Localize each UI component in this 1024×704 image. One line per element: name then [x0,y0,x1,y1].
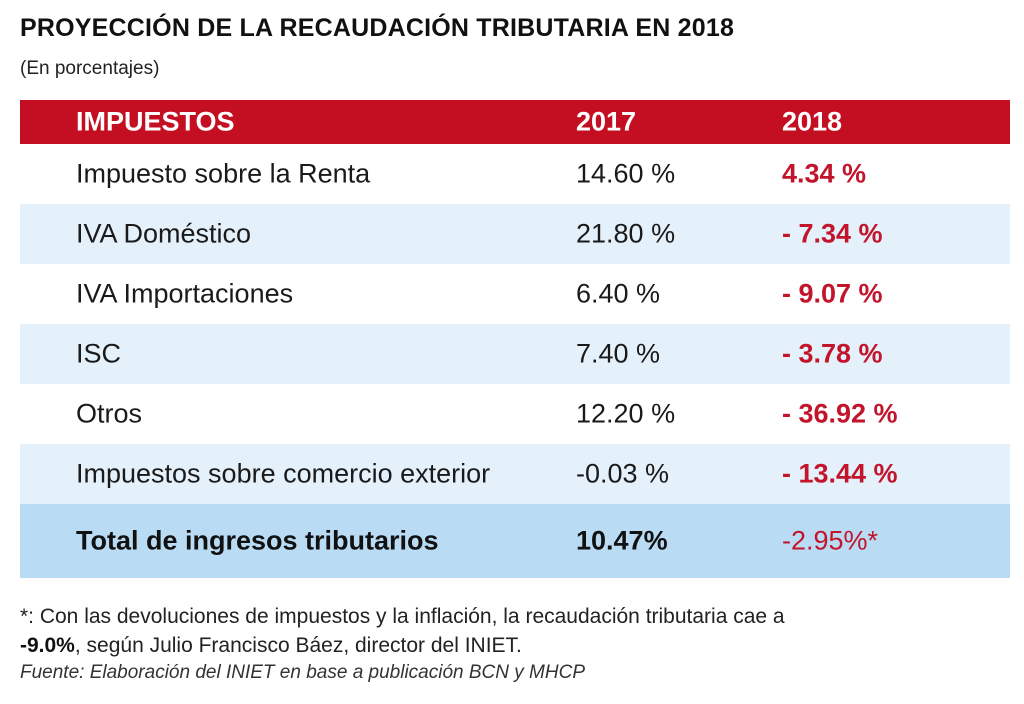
row-label: Impuestos sobre comercio exterior [76,458,491,489]
row-value-2018: - 7.34 % [782,218,883,249]
footnote-text-cont: , según Julio Francisco Báez, director d… [74,634,522,657]
row-value-2017: 7.40 % [576,338,661,369]
row-label: IVA Importaciones [76,278,294,309]
total-row: Total de ingresos tributarios 10.47% -2.… [20,504,1010,578]
header-2018: 2018 [782,106,843,137]
row-value-2017: 21.80 % [576,218,676,249]
row-value-2018: 4.34 % [782,158,867,189]
header-2017: 2017 [576,106,637,137]
row-value-2017: 14.60 % [576,158,676,189]
footnote-highlight: -9.0% [20,634,75,657]
header-impuestos: IMPUESTOS [76,106,235,137]
table-row: ISC 7.40 % - 3.78 % [20,324,1010,384]
total-value-2018: -2.95%* [782,525,879,556]
chart-subtitle: (En porcentajes) [20,58,160,79]
table-row: IVA Importaciones 6.40 % - 9.07 % [20,264,1010,324]
row-label: ISC [76,338,122,369]
row-value-2018: - 13.44 % [782,458,898,489]
row-value-2017: -0.03 % [576,458,670,489]
chart-title: PROYECCIÓN DE LA RECAUDACIÓN TRIBUTARIA … [20,14,735,42]
row-value-2018: - 36.92 % [782,398,898,429]
total-label: Total de ingresos tributarios [76,525,439,556]
table-row: Impuestos sobre comercio exterior -0.03 … [20,444,1010,504]
total-value-2017: 10.47% [576,525,668,556]
row-label: Otros [76,398,143,429]
row-value-2017: 6.40 % [576,278,661,309]
row-value-2017: 12.20 % [576,398,676,429]
footnote-text: *: Con las devoluciones de impuestos y l… [20,605,785,628]
row-value-2018: - 9.07 % [782,278,883,309]
row-label: Impuesto sobre la Renta [76,158,371,189]
footnote: *: Con las devoluciones de impuestos y l… [20,602,1010,660]
row-label: IVA Doméstico [76,218,252,249]
table-row: IVA Doméstico 21.80 % - 7.34 % [20,204,1010,264]
row-value-2018: - 3.78 % [782,338,883,369]
table-row: Impuesto sobre la Renta 14.60 % 4.34 % [20,144,1010,204]
table-header: IMPUESTOS 2017 2018 [20,100,1010,144]
source-note: Fuente: Elaboración del INIET en base a … [20,662,585,683]
tax-table: IMPUESTOS 2017 2018 Impuesto sobre la Re… [20,100,1010,578]
table-row: Otros 12.20 % - 36.92 % [20,384,1010,444]
